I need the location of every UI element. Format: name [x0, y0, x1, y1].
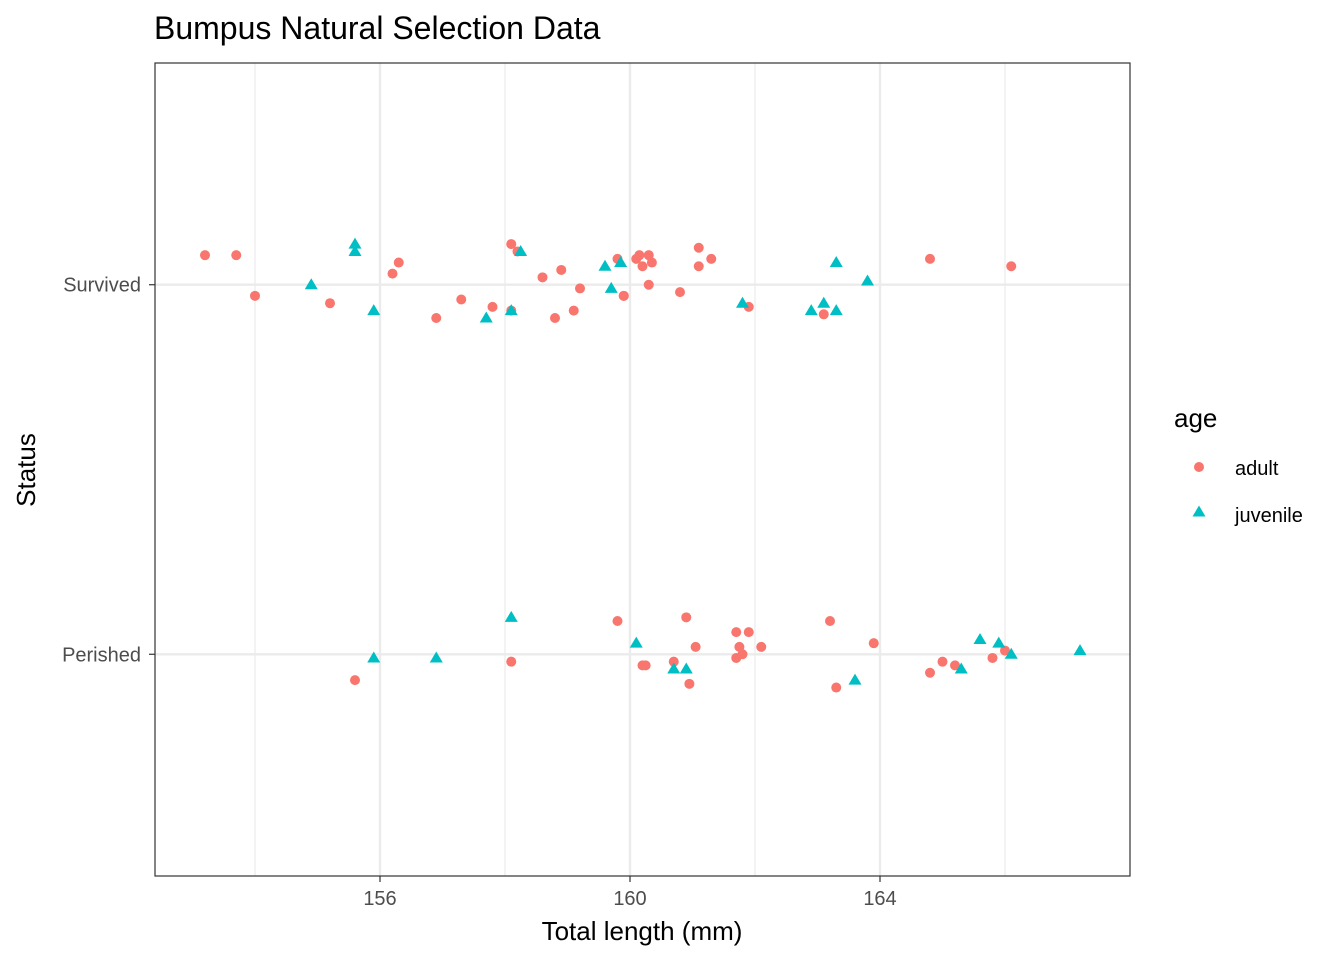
point-adult [693, 242, 704, 253]
point-juvenile [1004, 647, 1018, 659]
point-adult [831, 682, 842, 693]
point-adult [568, 305, 579, 316]
x-tick-label: 160 [613, 888, 646, 910]
point-adult [506, 656, 517, 667]
point-juvenile [679, 662, 693, 674]
point-adult [643, 279, 654, 290]
point-juvenile [736, 296, 749, 308]
point-adult [925, 253, 935, 264]
point-adult [646, 257, 657, 268]
point-juvenile [304, 278, 318, 290]
point-adult [506, 239, 517, 250]
point-adult [200, 250, 210, 261]
point-adult [1000, 645, 1010, 656]
legend-juvenile-marker [1192, 505, 1206, 517]
point-juvenile [829, 256, 843, 268]
point-adult [731, 627, 742, 638]
point-juvenile [614, 256, 628, 268]
point-adult [1006, 261, 1017, 272]
point-adult [393, 257, 404, 268]
point-adult [550, 312, 560, 323]
point-juvenile [367, 304, 381, 316]
point-juvenile [598, 259, 612, 271]
chart-title: Bumpus Natural Selection Data [154, 10, 601, 46]
point-adult [693, 261, 704, 272]
point-juvenile [1073, 644, 1087, 656]
point-juvenile [954, 662, 968, 674]
point-adult [675, 287, 685, 298]
point-adult [868, 638, 879, 649]
point-juvenile [848, 673, 862, 685]
point-adult [818, 309, 829, 320]
grid-lines [155, 63, 1130, 876]
point-adult [937, 656, 948, 667]
legend-label-adult: adult [1235, 458, 1279, 480]
y-axis-title: Status [11, 433, 41, 507]
point-juvenile [514, 244, 528, 256]
point-adult [925, 667, 935, 678]
point-adult [431, 312, 442, 323]
point-juvenile [348, 244, 362, 256]
y-tick-label: Survived [63, 275, 141, 297]
point-adult [756, 641, 767, 652]
point-adult [668, 656, 679, 667]
point-adult [634, 250, 645, 261]
point-juvenile [429, 651, 443, 663]
panel-border [154, 62, 1131, 877]
point-adult [640, 660, 651, 671]
point-juvenile [973, 632, 987, 644]
legend: age adult juvenile [1174, 403, 1303, 527]
point-adult [487, 301, 498, 312]
point-adult [637, 261, 648, 272]
point-juvenile [992, 636, 1006, 648]
point-adult [681, 612, 692, 623]
point-adult [825, 616, 835, 627]
point-adult [706, 253, 717, 264]
point-adult [537, 272, 548, 283]
x-axis-title: Total length (mm) [542, 916, 743, 946]
point-juvenile [504, 304, 518, 316]
point-adult [690, 641, 701, 652]
point-juvenile [604, 281, 618, 293]
point-adult [556, 264, 567, 275]
point-adult [350, 675, 360, 686]
point-adult [612, 616, 623, 627]
point-adult [231, 250, 242, 261]
point-adult [618, 290, 629, 301]
point-juvenile [861, 274, 874, 286]
plot-panel [155, 63, 1130, 876]
point-adult [250, 290, 260, 301]
point-adult [950, 660, 960, 671]
axes: 156 160 164 Perished Survived [62, 275, 897, 910]
point-juvenile [667, 662, 681, 674]
data-points [200, 237, 1087, 693]
point-juvenile [829, 304, 843, 316]
point-adult [575, 283, 585, 294]
point-juvenile [629, 636, 643, 648]
point-juvenile [348, 237, 362, 249]
point-juvenile [817, 296, 831, 308]
point-juvenile [804, 304, 818, 316]
point-adult [743, 627, 754, 638]
x-tick-label: 164 [863, 888, 896, 910]
x-tick-label: 156 [363, 888, 396, 910]
point-adult [456, 294, 467, 305]
y-tick-label: Perished [62, 644, 141, 666]
legend-title: age [1174, 403, 1217, 433]
point-adult [684, 678, 695, 689]
point-adult [387, 268, 398, 279]
point-adult [737, 649, 748, 660]
point-adult [325, 298, 335, 309]
point-juvenile [504, 610, 518, 622]
point-adult [987, 652, 998, 663]
point-juvenile [479, 311, 493, 323]
legend-adult-marker [1194, 462, 1204, 472]
point-juvenile [367, 651, 381, 663]
legend-label-juvenile: juvenile [1234, 505, 1303, 527]
